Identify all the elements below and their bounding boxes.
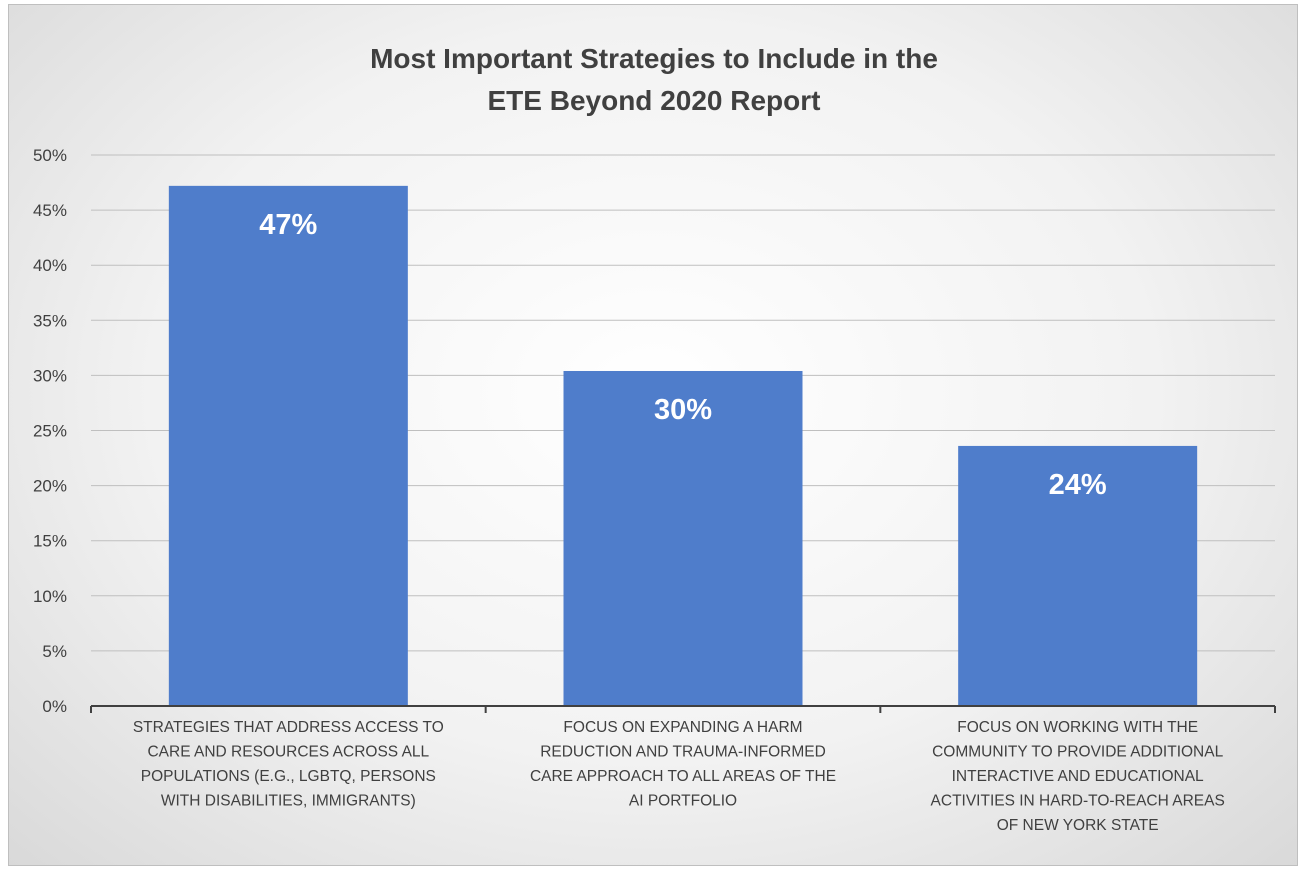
y-tick-label: 40% — [33, 256, 67, 275]
y-tick-label: 50% — [33, 146, 67, 165]
y-axis-ticks: 0% 5% 10% 15% 20% 25% 30% 35% 40% 45% 50% — [33, 146, 67, 716]
bar-chart: Most Important Strategies to Include in … — [33, 43, 1276, 834]
bar — [958, 445, 1198, 706]
y-tick-label: 25% — [33, 422, 67, 441]
data-label: 30% — [654, 394, 712, 426]
y-tick-label: 10% — [33, 587, 67, 606]
category-label: FOCUS ON EXPANDING A HARM — [563, 719, 802, 736]
bars — [168, 185, 1198, 706]
bar — [563, 370, 803, 706]
y-tick-label: 0% — [42, 697, 67, 716]
chart-title-line: Most Important Strategies to Include in … — [370, 43, 938, 74]
bar — [168, 185, 408, 706]
data-labels: 47% 30% 24% — [259, 209, 1107, 501]
category-label: CARE AND RESOURCES ACROSS ALL — [147, 744, 429, 761]
data-label: 47% — [259, 209, 317, 241]
category-label: INTERACTIVE AND EDUCATIONAL — [952, 768, 1204, 785]
chart-title-line: ETE Beyond 2020 Report — [488, 85, 821, 116]
y-tick-label: 20% — [33, 477, 67, 496]
category-label: POPULATIONS (E.G., LGBTQ, PERSONS — [141, 768, 436, 785]
chart-title: Most Important Strategies to Include in … — [370, 43, 938, 116]
category-label: REDUCTION AND TRAUMA-INFORMED — [540, 744, 826, 761]
y-tick-label: 45% — [33, 201, 67, 220]
category-label: FOCUS ON WORKING WITH THE — [957, 719, 1198, 736]
category-label: OF NEW YORK STATE — [997, 817, 1159, 834]
category-label: ACTIVITIES IN HARD-TO-REACH AREAS — [931, 793, 1225, 810]
data-label: 24% — [1049, 469, 1107, 501]
category-labels: STRATEGIES THAT ADDRESS ACCESS TO CARE AN… — [133, 719, 1225, 834]
y-tick-label: 5% — [42, 642, 67, 661]
category-label: WITH DISABILITIES, IMMIGRANTS) — [161, 793, 416, 810]
category-label: STRATEGIES THAT ADDRESS ACCESS TO — [133, 719, 444, 736]
chart-area: Most Important Strategies to Include in … — [8, 4, 1298, 866]
y-tick-label: 15% — [33, 532, 67, 551]
x-axis — [90, 705, 1276, 713]
category-label: AI PORTFOLIO — [629, 793, 737, 810]
y-tick-label: 30% — [33, 366, 67, 385]
category-label: COMMUNITY TO PROVIDE ADDITIONAL — [932, 744, 1223, 761]
y-tick-label: 35% — [33, 311, 67, 330]
category-label: CARE APPROACH TO ALL AREAS OF THE — [530, 768, 836, 785]
